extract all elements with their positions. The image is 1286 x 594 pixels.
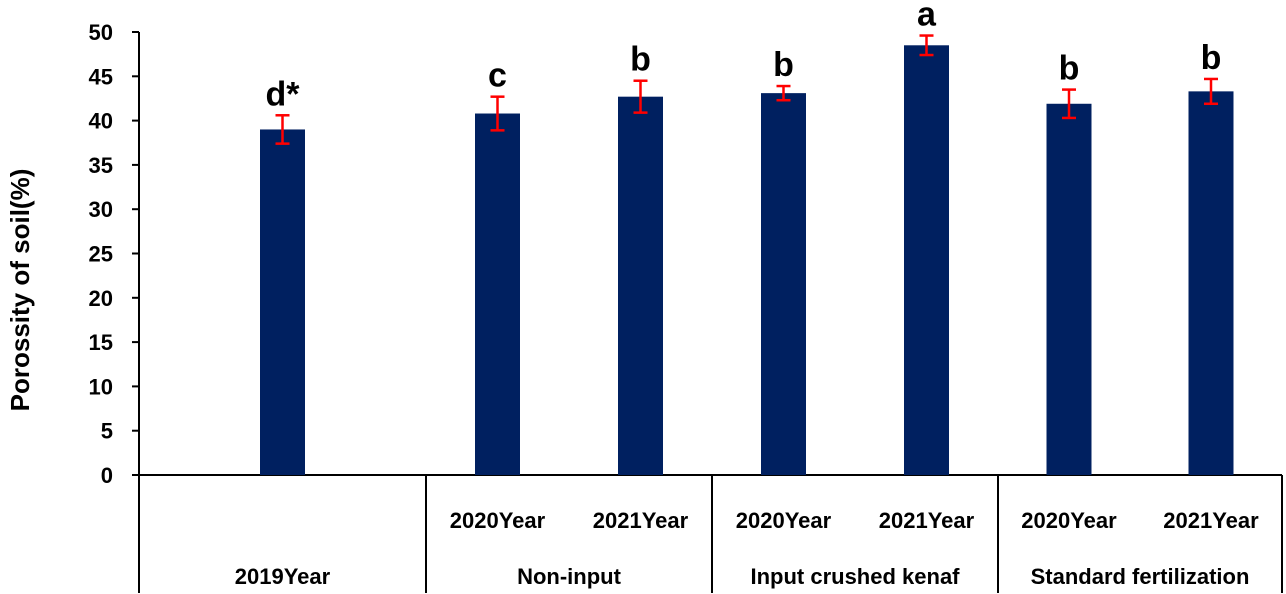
bar — [618, 96, 663, 475]
significance-label: c — [488, 57, 507, 95]
x-group-label: Standard fertilization — [1031, 564, 1250, 589]
significance-label: d* — [266, 75, 301, 113]
y-axis-label: Porossity of soil(%) — [5, 169, 35, 412]
bar — [904, 45, 949, 475]
y-tick-label: 10 — [89, 374, 113, 399]
bar — [260, 129, 305, 475]
x-category-label: 2021Year — [879, 508, 975, 533]
bar — [1046, 103, 1092, 476]
y-tick-label: 20 — [89, 286, 113, 311]
significance-label: b — [1201, 39, 1222, 77]
bar — [475, 113, 520, 476]
significance-label: b — [630, 41, 651, 79]
x-category-label: 2020Year — [736, 508, 832, 533]
y-tick-label: 0 — [101, 463, 113, 488]
x-group-label: Input crushed kenaf — [750, 564, 960, 589]
significance-label: b — [1059, 50, 1080, 88]
x-group-label: 2019Year — [235, 564, 331, 589]
y-tick-label: 5 — [101, 419, 113, 444]
bar — [1188, 91, 1234, 475]
x-category-label: 2021Year — [1163, 508, 1259, 533]
y-tick-label: 15 — [89, 330, 113, 355]
y-tick-label: 35 — [89, 153, 113, 178]
significance-label: b — [773, 46, 794, 84]
bar — [761, 93, 806, 475]
x-category-label: 2020Year — [450, 508, 546, 533]
significance-label: a — [917, 0, 937, 34]
y-tick-label: 25 — [89, 242, 113, 267]
y-tick-label: 50 — [89, 20, 113, 45]
y-tick-label: 30 — [89, 197, 113, 222]
y-tick-label: 40 — [89, 109, 113, 134]
y-tick-label: 45 — [89, 64, 113, 89]
x-category-label: 2021Year — [593, 508, 689, 533]
x-category-label: 2020Year — [1021, 508, 1117, 533]
x-group-label: Non-input — [517, 564, 622, 589]
